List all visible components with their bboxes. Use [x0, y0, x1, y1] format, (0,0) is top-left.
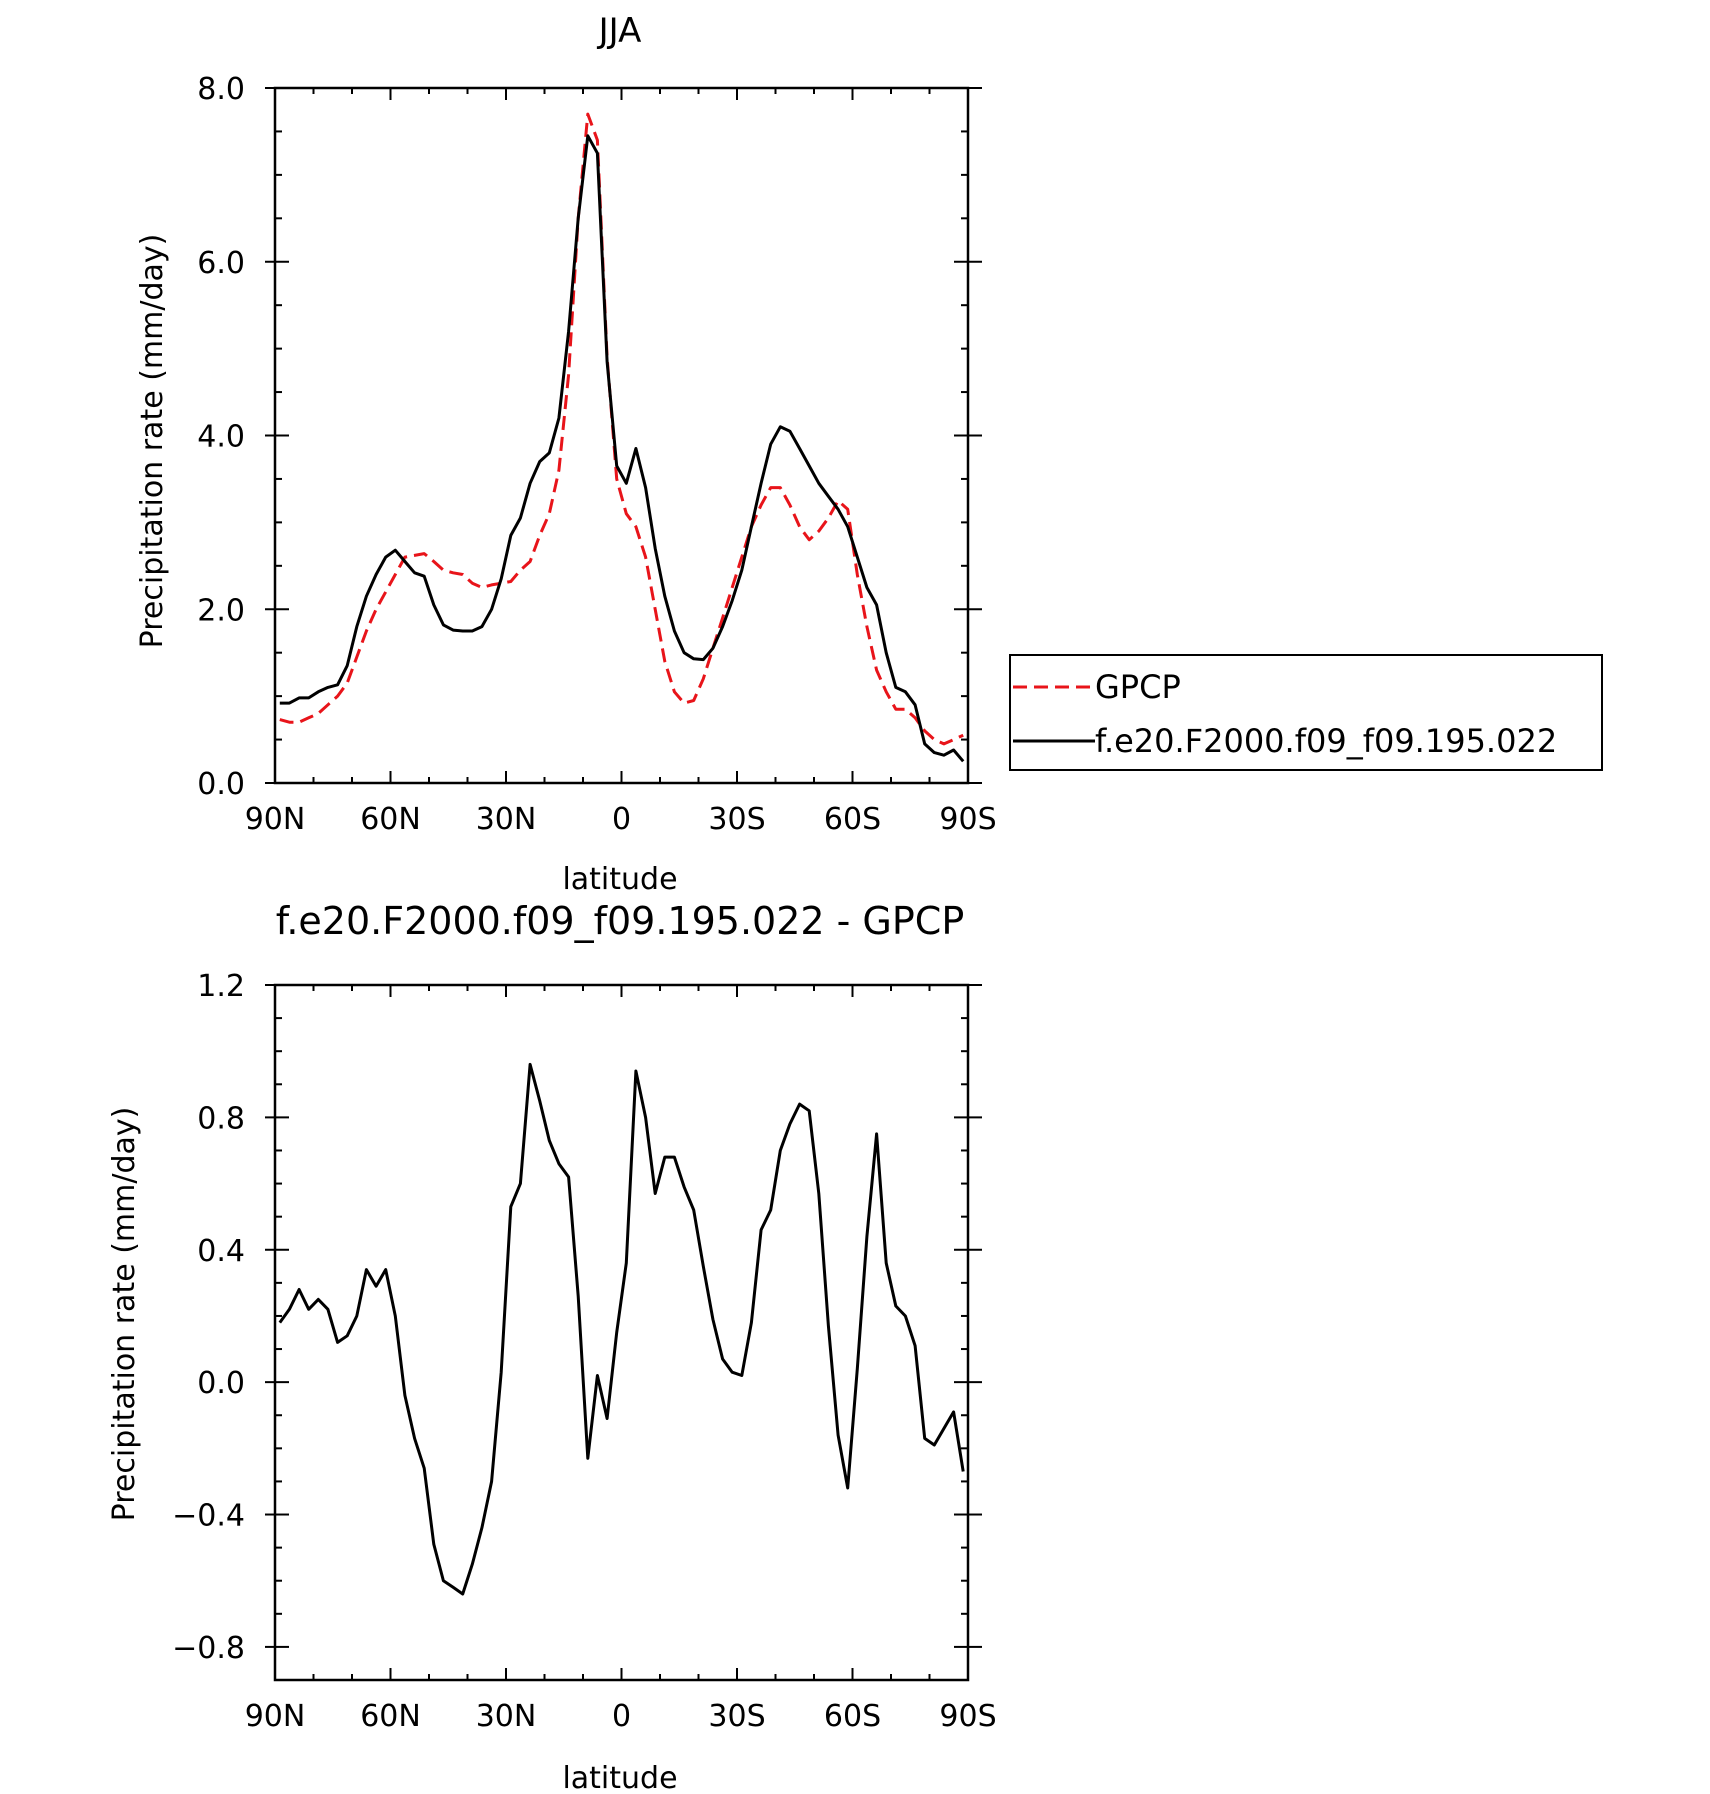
top-panel-jja: JJA latitude Precipitation rate (mm/day)… — [135, 11, 1603, 897]
x-tick-label: 60S — [824, 1699, 881, 1734]
y-tick-label: 6.0 — [197, 246, 245, 281]
top-chart-title: JJA — [597, 11, 642, 51]
legend-gpcp-label: GPCP — [1095, 668, 1181, 706]
series-line-gpcp — [279, 112, 964, 746]
x-tick-label: 30N — [476, 1699, 537, 1734]
bottom-y-axis-label: Precipitation rate (mm/day) — [107, 1107, 142, 1522]
top-series-layer — [279, 112, 965, 763]
top-plot-frame — [273, 86, 970, 785]
x-tick-label: 0 — [612, 802, 631, 837]
x-tick-label: 90N — [245, 802, 306, 837]
series-line-f-e20-f2000-f09-f09-195-022 — [279, 134, 965, 763]
x-tick-label: 30S — [708, 802, 765, 837]
bottom-chart-title: f.e20.F2000.f09_f09.195.022 - GPCP — [276, 899, 965, 943]
legend: GPCP f.e20.F2000.f09_f09.195.022 — [1009, 654, 1603, 771]
y-tick-label: 2.0 — [197, 593, 245, 628]
top-axis-ticks: 90N 60N 30N 0 30S 60S 90S 0.0 2.0 4.0 6.0 8.0 — [197, 72, 996, 837]
legend-model-label: f.e20.F2000.f09_f09.195.022 — [1095, 722, 1557, 760]
bottom-plot-frame — [273, 983, 970, 1682]
bottom-x-axis-label: latitude — [562, 1761, 677, 1794]
x-tick-label: 60N — [360, 1699, 421, 1734]
y-tick-label: 0.8 — [197, 1101, 245, 1136]
x-tick-label: 90N — [245, 1699, 306, 1734]
x-tick-label: 30N — [476, 802, 537, 837]
top-y-axis-label: Precipitation rate (mm/day) — [135, 234, 170, 649]
series-line-difference — [278, 1062, 965, 1596]
y-tick-label: −0.8 — [172, 1631, 245, 1666]
y-tick-label: 4.0 — [197, 420, 245, 455]
x-tick-label: 60N — [360, 802, 421, 837]
y-tick-label: 0.4 — [197, 1234, 245, 1269]
y-tick-label: 8.0 — [197, 72, 245, 107]
top-x-axis-label: latitude — [562, 862, 677, 897]
y-tick-label: 0.0 — [197, 1366, 245, 1401]
legend-box — [1009, 654, 1603, 771]
bottom-panel-difference: f.e20.F2000.f09_f09.195.022 - GPCP latit… — [107, 899, 997, 1794]
x-tick-label: 30S — [708, 1699, 765, 1734]
bottom-axis-ticks: 90N 60N 30N 0 30S 60S 90S −0.8 −0.4 0.0 0.4 0.8 1.2 — [172, 969, 996, 1734]
y-tick-label: 0.0 — [197, 767, 245, 802]
x-tick-label: 90S — [939, 802, 996, 837]
y-tick-label: 1.2 — [197, 969, 245, 1004]
x-tick-label: 60S — [824, 802, 881, 837]
x-tick-label: 0 — [612, 1699, 631, 1734]
y-tick-label: −0.4 — [172, 1499, 245, 1534]
x-tick-label: 90S — [939, 1699, 996, 1734]
bottom-series-layer — [278, 1062, 965, 1596]
